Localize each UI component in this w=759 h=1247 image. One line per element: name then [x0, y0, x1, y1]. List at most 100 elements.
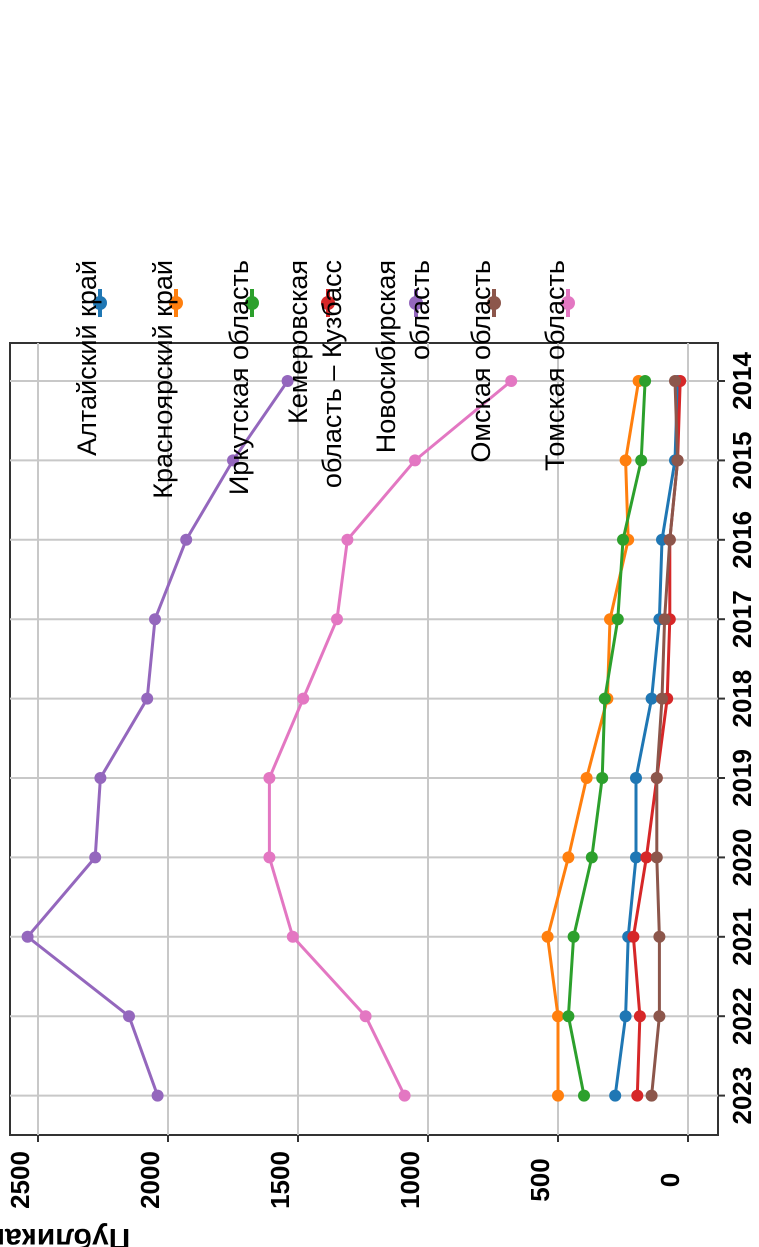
data-point — [639, 375, 652, 387]
series-line — [562, 375, 652, 1102]
data-point — [630, 851, 642, 864]
series-line — [21, 375, 294, 1102]
data-point — [94, 772, 107, 784]
data-point — [541, 930, 554, 943]
y-tick-label: 1000 — [395, 1151, 425, 1209]
data-point — [631, 1089, 644, 1102]
data-point — [180, 533, 193, 546]
data-point — [359, 1010, 372, 1023]
legend-item: Новосибирская область — [371, 260, 435, 453]
legend-label: Красноярский край — [148, 260, 178, 499]
data-point — [341, 533, 354, 546]
series-line — [609, 375, 684, 1102]
plot-area — [9, 342, 719, 1136]
series-group — [21, 375, 687, 1102]
legend-swatch-marker — [487, 296, 501, 310]
data-point — [281, 375, 294, 387]
y-tick-label: 500 — [525, 1158, 555, 1201]
legend-swatch-marker — [561, 296, 575, 310]
data-point — [149, 613, 161, 626]
y-tick-label: 2000 — [135, 1151, 165, 1209]
legend-label: Алтайский край — [72, 260, 102, 456]
legend-item: Алтайский край — [72, 260, 107, 456]
series-polyline — [546, 380, 641, 1096]
data-point — [627, 930, 640, 943]
data-point — [633, 1010, 646, 1023]
legend-swatch-marker — [93, 296, 107, 310]
legend-label: Новосибирская — [371, 260, 401, 453]
y-axis-title: Публикации — [0, 1222, 130, 1247]
legend-swatch-marker — [321, 296, 335, 310]
legend-item: Томская область — [540, 260, 575, 471]
data-point — [141, 692, 154, 705]
series-polyline — [650, 380, 680, 1096]
legend-label: Иркутская область — [224, 260, 254, 495]
data-point — [650, 772, 663, 784]
data-point — [151, 1089, 164, 1102]
data-point — [617, 533, 629, 546]
data-point — [596, 772, 609, 784]
data-point — [630, 772, 642, 784]
y-tick-label: 2500 — [5, 1151, 35, 1209]
data-point — [227, 454, 239, 467]
legend-label: Омская область — [466, 260, 496, 463]
x-tick-label: 2014 — [727, 352, 757, 410]
series-polyline — [566, 380, 647, 1096]
legend-swatch-marker — [409, 296, 423, 310]
data-point — [286, 930, 299, 943]
data-point — [578, 1089, 590, 1102]
data-point — [669, 375, 681, 387]
data-point — [123, 1010, 135, 1023]
data-point — [562, 851, 575, 864]
data-point — [263, 772, 276, 784]
data-point — [505, 375, 518, 387]
x-tick-label: 2017 — [727, 590, 757, 648]
x-tick-label: 2018 — [727, 670, 757, 728]
data-point — [663, 533, 676, 546]
data-point — [580, 772, 593, 784]
x-tick-label: 2019 — [727, 749, 757, 807]
legend-item: Иркутская область — [224, 260, 259, 495]
data-point — [585, 851, 598, 864]
y-axis-ticks: 0 500 1000 1500 2000 2500 — [5, 1135, 689, 1209]
data-point — [645, 1089, 658, 1102]
legend-label: Томская область — [540, 260, 570, 471]
data-point — [567, 930, 580, 943]
data-point — [653, 1010, 666, 1023]
legend-label: область — [405, 260, 435, 360]
series-polyline — [25, 380, 289, 1097]
data-point — [598, 692, 611, 705]
legend-swatch-marker — [169, 296, 183, 310]
data-point — [609, 1089, 622, 1102]
data-point — [552, 1010, 564, 1023]
series-polyline — [267, 379, 513, 1097]
y-tick-label: 0 — [655, 1173, 685, 1187]
y-tick-label: 1500 — [265, 1151, 295, 1209]
data-point — [635, 454, 648, 467]
series-polyline — [631, 380, 682, 1096]
x-tick-label: 2016 — [727, 511, 757, 569]
data-point — [645, 692, 658, 705]
data-point — [331, 613, 343, 626]
legend-item: Красноярский край — [148, 260, 183, 499]
data-point — [619, 454, 632, 467]
legend: Алтайский край Красноярский край Иркутская… — [72, 260, 575, 499]
data-point — [656, 692, 668, 705]
data-point — [398, 1089, 411, 1102]
legend-label: область – Кузбасс — [317, 260, 347, 488]
data-point — [21, 930, 34, 943]
plot-frame — [9, 342, 719, 1136]
legend-label: Кемеровская — [283, 260, 313, 424]
data-point — [619, 1010, 632, 1023]
data-point — [297, 692, 310, 705]
data-point — [562, 1010, 575, 1023]
data-point — [89, 851, 102, 864]
legend-item: Омская область — [466, 260, 501, 463]
data-point — [611, 613, 624, 626]
data-point — [552, 1089, 564, 1102]
x-tick-label: 2021 — [727, 908, 757, 966]
data-point — [653, 930, 666, 943]
data-point — [658, 613, 671, 626]
series-line — [645, 375, 684, 1102]
